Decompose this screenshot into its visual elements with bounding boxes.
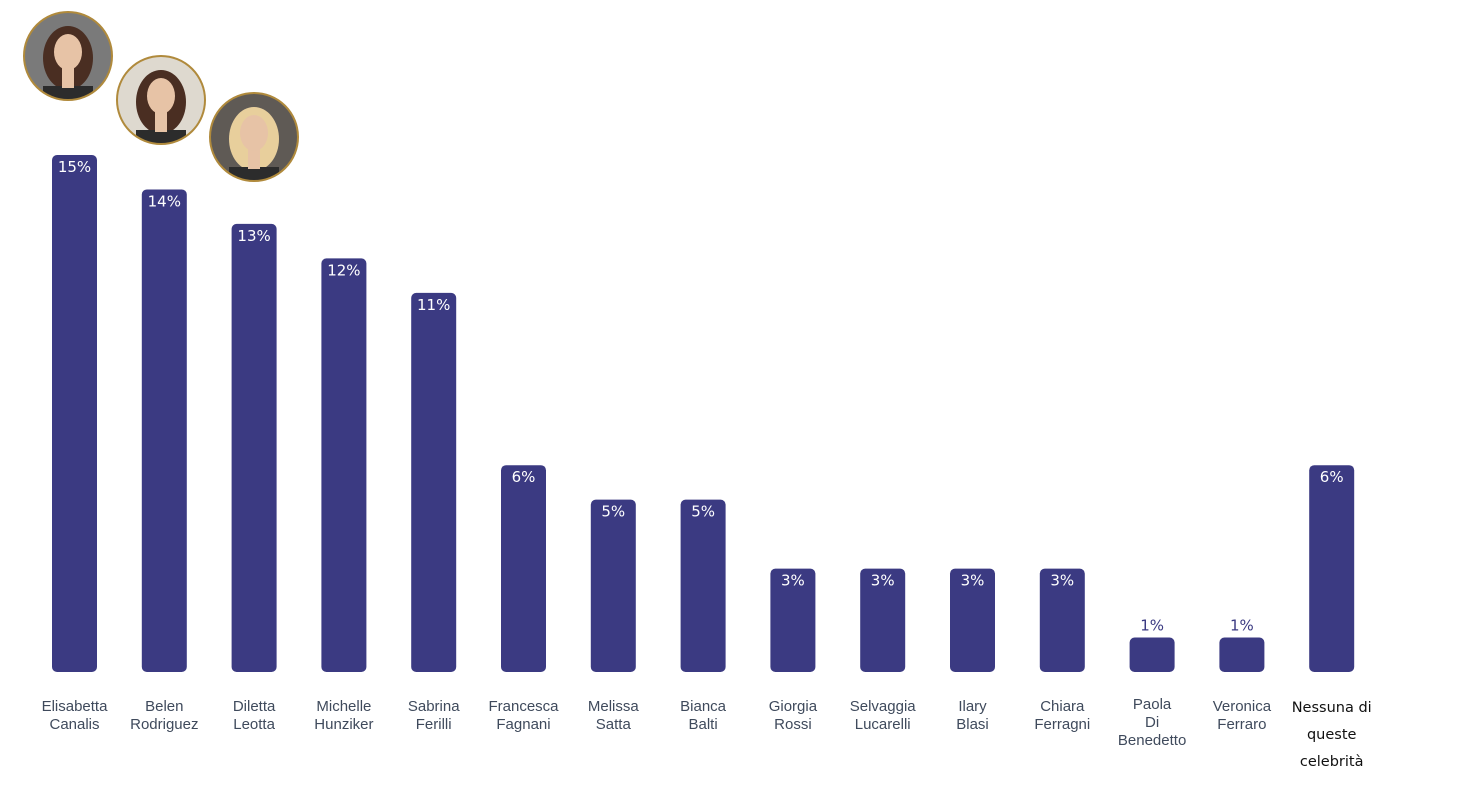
bar-veronica-ferraro	[1219, 637, 1265, 672]
value-label-francesca-fagnani: 6%	[512, 468, 536, 486]
category-label-paola-di-benedetto: Paola Di Benedetto	[1118, 696, 1186, 749]
bar-melissa-satta	[590, 499, 636, 672]
value-label-elisabetta-canalis: 15%	[58, 158, 91, 176]
bar-giorgia-rossi	[770, 568, 816, 672]
bar-chiara-ferragni	[1039, 568, 1085, 672]
category-label-nessuna-di-queste-celebrita: Nessuna di queste celebrità	[1292, 700, 1372, 770]
category-label-diletta-leotta: Diletta Leotta	[233, 698, 276, 733]
value-label-nessuna-di-queste-celebrita: 6%	[1320, 468, 1344, 486]
value-label-giorgia-rossi: 3%	[781, 572, 805, 590]
category-label-veronica-ferraro: Veronica Ferraro	[1213, 698, 1272, 733]
value-label-chiara-ferragni: 3%	[1050, 572, 1074, 590]
bar-paola-di-benedetto	[1129, 637, 1175, 672]
bar-belen-rodriguez	[141, 189, 187, 672]
category-label-melissa-satta: Melissa Satta	[588, 698, 640, 733]
value-label-melissa-satta: 5%	[601, 503, 625, 521]
avatar-elisabetta-canalis	[23, 11, 113, 101]
bar-nessuna-di-queste-celebrita	[1309, 465, 1355, 672]
portrait-photo-icon	[210, 93, 298, 181]
category-label-ilary-blasi: Ilary Blasi	[956, 698, 989, 733]
category-label-francesca-fagnani: Francesca Fagnani	[488, 698, 559, 733]
value-label-veronica-ferraro: 1%	[1230, 617, 1254, 635]
category-label-elisabetta-canalis: Elisabetta Canalis	[42, 698, 109, 733]
value-labels-group: 15% 14% 13% 12% 11% 6% 5% 5% 3% 3% 3% 3% 1% 1% 6%	[58, 158, 1344, 635]
category-label-chiara-ferragni: Chiara Ferragni	[1034, 698, 1090, 733]
avatar-belen-rodriguez	[116, 55, 206, 145]
avatar-diletta-leotta	[209, 92, 299, 182]
value-label-diletta-leotta: 13%	[237, 227, 270, 245]
bar-selvaggia-lucarelli	[860, 568, 906, 672]
value-label-paola-di-benedetto: 1%	[1140, 617, 1164, 635]
bar-ilary-blasi	[950, 568, 995, 672]
category-label-selvaggia-lucarelli: Selvaggia Lucarelli	[850, 698, 917, 733]
bar-michelle-hunziker	[321, 258, 367, 672]
value-label-michelle-hunziker: 12%	[327, 261, 360, 279]
portrait-photo-icon	[117, 56, 205, 144]
bar-diletta-leotta	[231, 223, 277, 672]
category-label-bianca-balti: Bianca Balti	[680, 698, 727, 733]
value-label-sabrina-ferilli: 11%	[417, 296, 450, 314]
bar-bianca-balti	[680, 499, 726, 672]
bar-elisabetta-canalis	[52, 155, 97, 672]
category-label-giorgia-rossi: Giorgia Rossi	[769, 698, 818, 733]
category-label-sabrina-ferilli: Sabrina Ferilli	[408, 698, 460, 733]
value-label-belen-rodriguez: 14%	[148, 192, 181, 210]
value-label-ilary-blasi: 3%	[961, 572, 985, 590]
value-label-bianca-balti: 5%	[691, 503, 715, 521]
bar-francesca-fagnani	[501, 465, 546, 672]
portrait-photo-icon	[24, 12, 112, 100]
bar-sabrina-ferilli	[411, 292, 457, 672]
avatars-group	[23, 11, 299, 182]
category-label-belen-rodriguez: Belen Rodriguez	[130, 698, 198, 733]
category-label-michelle-hunziker: Michelle Hunziker	[314, 698, 373, 733]
category-labels-group: Elisabetta Canalis Belen Rodriguez Diletta Le…	[42, 696, 1372, 770]
bars-group	[52, 155, 1355, 672]
value-label-selvaggia-lucarelli: 3%	[871, 572, 895, 590]
